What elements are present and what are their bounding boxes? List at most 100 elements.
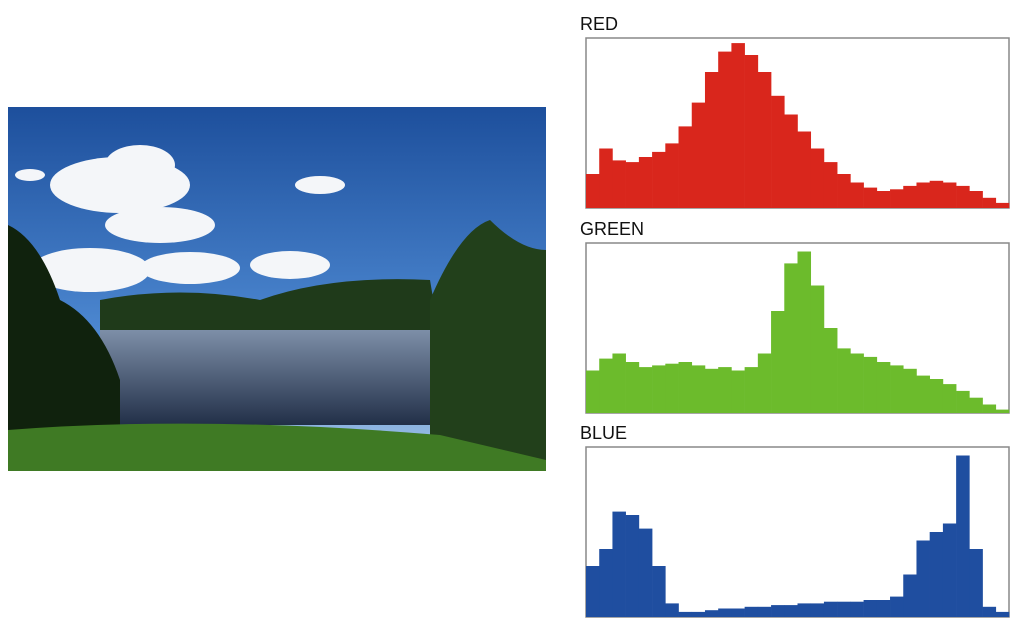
photo	[8, 107, 546, 471]
histogram-bar	[890, 189, 904, 208]
histogram-bar	[943, 183, 957, 209]
histogram-bar	[969, 398, 983, 413]
histogram-bar	[903, 575, 917, 618]
histogram-bar	[679, 362, 693, 413]
histogram-bar	[718, 52, 732, 208]
histogram-bar	[639, 367, 653, 413]
histogram-bar	[586, 566, 600, 617]
histogram-bar	[586, 174, 600, 208]
histogram-bar	[983, 198, 997, 208]
histogram-bar	[612, 512, 626, 617]
histogram-bar	[864, 188, 878, 208]
histogram-bar	[639, 529, 653, 617]
histogram-bar	[784, 115, 798, 209]
histogram-bar	[652, 566, 666, 617]
histogram-bar	[943, 384, 957, 413]
histogram-bar	[665, 603, 679, 617]
histogram-bar	[599, 149, 613, 209]
histogram-bar	[824, 328, 838, 413]
histogram-bar	[837, 348, 851, 413]
histogram-bar	[850, 354, 864, 414]
histogram-bar	[837, 174, 851, 208]
histogram-bar	[718, 609, 732, 618]
histogram-bar	[705, 72, 719, 208]
histogram-bar	[798, 252, 812, 414]
histogram-bar	[679, 612, 693, 617]
histogram-bar	[745, 55, 759, 208]
histogram-bar	[930, 532, 944, 617]
histogram-bar	[758, 607, 772, 617]
histogram-bar	[996, 612, 1010, 617]
histogram-bar	[996, 203, 1010, 208]
histogram-bar	[930, 181, 944, 208]
histogram-bar	[877, 191, 891, 208]
histogram-bar	[692, 365, 706, 413]
histogram-bar	[850, 602, 864, 617]
histogram-bar	[877, 600, 891, 617]
histogram-bar	[850, 183, 864, 209]
histogram-bar	[996, 410, 1010, 413]
histogram-bar	[890, 597, 904, 617]
histogram-bar	[665, 364, 679, 413]
histogram-bar	[771, 311, 785, 413]
histogram-bar	[692, 612, 706, 617]
histogram-bar	[586, 371, 600, 414]
histogram-bar	[983, 405, 997, 414]
histogram-bar	[731, 43, 745, 208]
histogram-title: BLUE	[580, 423, 627, 443]
histogram-bar	[956, 186, 970, 208]
histogram-bar	[626, 162, 640, 208]
histogram-bar	[679, 126, 693, 208]
histogram-bar	[612, 160, 626, 208]
histogram-bar	[864, 600, 878, 617]
histogram-bar	[943, 524, 957, 618]
histogram-bar	[916, 376, 930, 413]
histogram-bar	[824, 162, 838, 208]
histogram-bar	[969, 549, 983, 617]
histogram-bar	[811, 286, 825, 414]
histogram-bar	[969, 191, 983, 208]
histogram-bar	[626, 515, 640, 617]
histogram-bar	[652, 365, 666, 413]
histogram-bar	[758, 72, 772, 208]
histogram-bar	[837, 602, 851, 617]
histogram-title: GREEN	[580, 219, 644, 239]
histogram-bar	[798, 603, 812, 617]
histogram-bar	[877, 362, 891, 413]
histogram-bar	[626, 362, 640, 413]
histogram-bar	[983, 607, 997, 617]
histogram-bar	[798, 132, 812, 209]
histogram-title: RED	[580, 14, 618, 34]
histogram-bar	[864, 357, 878, 413]
histogram-bar	[639, 157, 653, 208]
histogram-bar	[771, 605, 785, 617]
histogram-bar	[784, 263, 798, 413]
histogram-bar	[771, 96, 785, 208]
histogram-bar	[890, 365, 904, 413]
histogram-bar	[705, 610, 719, 617]
histogram-bar	[930, 379, 944, 413]
histogram-bar	[665, 143, 679, 208]
histogram-bar	[745, 607, 759, 617]
histogram-bar	[731, 609, 745, 618]
histogram-bar	[956, 391, 970, 413]
histogram-bar	[599, 549, 613, 617]
histogram-bar	[731, 371, 745, 414]
histogram-bar	[705, 369, 719, 413]
histogram-bar	[903, 186, 917, 208]
histogram-bar	[599, 359, 613, 413]
histogram-bar	[903, 369, 917, 413]
histogram-bar	[718, 367, 732, 413]
histogram-bar	[811, 603, 825, 617]
histogram-bar	[824, 602, 838, 617]
histogram-bar	[692, 103, 706, 208]
histogram-bar	[916, 541, 930, 618]
histogram-bar	[652, 152, 666, 208]
histogram-bar	[612, 354, 626, 414]
histogram-bar	[916, 183, 930, 209]
histogram-bar	[745, 367, 759, 413]
histogram-bar	[784, 605, 798, 617]
histogram-bar	[956, 456, 970, 618]
page: RED GREEN BLUE	[0, 0, 1011, 621]
histogram-bar	[811, 149, 825, 209]
